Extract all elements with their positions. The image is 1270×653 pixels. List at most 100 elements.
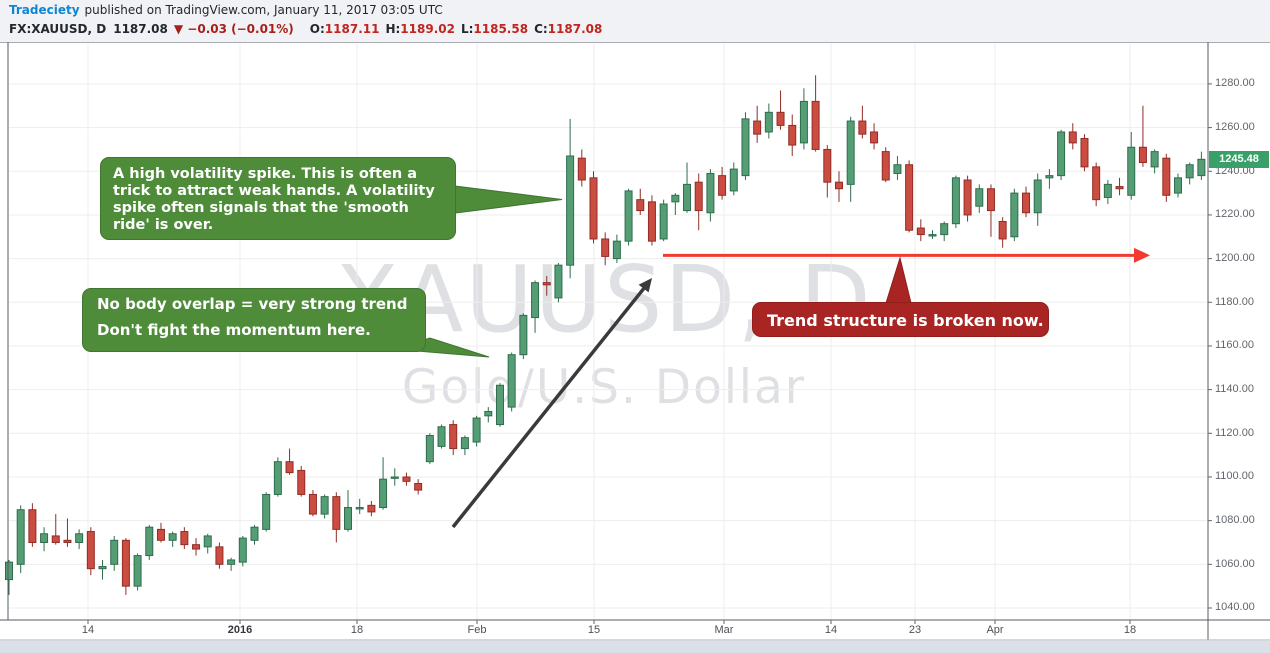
candle[interactable] <box>507 352 516 412</box>
candle[interactable] <box>741 112 750 181</box>
candle[interactable] <box>1174 173 1182 198</box>
candle[interactable] <box>344 490 353 532</box>
candle[interactable] <box>297 466 306 497</box>
candle[interactable] <box>893 155 902 181</box>
candle[interactable] <box>975 184 984 213</box>
candle[interactable] <box>472 415 481 447</box>
candle[interactable] <box>776 90 785 130</box>
candle[interactable] <box>1033 173 1042 226</box>
candle[interactable] <box>390 468 399 486</box>
symbol-name[interactable]: FX:XAUUSD, D <box>9 22 107 36</box>
candle[interactable] <box>75 529 84 550</box>
candle[interactable] <box>367 500 376 517</box>
brand-link[interactable]: Tradeciety <box>9 3 80 17</box>
candle[interactable] <box>192 538 201 556</box>
candle[interactable] <box>5 559 13 595</box>
candle[interactable] <box>460 435 469 456</box>
candle[interactable] <box>554 262 563 303</box>
candle[interactable] <box>905 160 914 233</box>
candle[interactable] <box>601 232 610 266</box>
candle[interactable] <box>86 527 95 576</box>
candle[interactable] <box>168 531 177 547</box>
candle[interactable] <box>916 219 925 242</box>
candle[interactable] <box>647 195 656 246</box>
candle[interactable] <box>63 518 72 547</box>
candle[interactable] <box>612 234 621 263</box>
candle[interactable] <box>1138 105 1147 167</box>
candle[interactable] <box>858 105 867 139</box>
candle[interactable] <box>449 420 458 456</box>
candle[interactable] <box>308 490 317 517</box>
candle[interactable] <box>51 514 60 545</box>
candle[interactable] <box>799 88 808 150</box>
candle[interactable] <box>1127 131 1136 200</box>
candle[interactable] <box>823 145 832 198</box>
candle[interactable] <box>659 199 668 242</box>
candle[interactable] <box>1185 162 1194 185</box>
candle[interactable] <box>273 457 282 497</box>
candle[interactable] <box>484 407 493 423</box>
candle[interactable] <box>998 217 1007 248</box>
candle[interactable] <box>986 184 995 237</box>
candle[interactable] <box>250 525 259 545</box>
candle[interactable] <box>495 383 504 427</box>
candle[interactable] <box>683 162 692 213</box>
candle[interactable] <box>180 527 189 550</box>
candle[interactable] <box>1162 153 1171 202</box>
candle[interactable] <box>881 147 890 183</box>
candle[interactable] <box>694 173 703 231</box>
candle[interactable] <box>1010 188 1019 242</box>
candle[interactable] <box>531 280 540 333</box>
candle[interactable] <box>437 424 446 449</box>
candle[interactable] <box>379 457 388 510</box>
candle[interactable] <box>951 175 960 229</box>
candle[interactable] <box>718 166 727 200</box>
candle[interactable] <box>1068 123 1077 150</box>
candle[interactable] <box>1197 151 1206 181</box>
candle[interactable] <box>238 535 247 567</box>
candle[interactable] <box>40 527 49 552</box>
candle[interactable] <box>940 221 949 242</box>
candle[interactable] <box>1080 134 1089 172</box>
candle[interactable] <box>706 169 715 222</box>
candle[interactable] <box>729 162 738 196</box>
candle[interactable] <box>402 472 411 486</box>
candle[interactable] <box>636 188 645 215</box>
candle[interactable] <box>542 276 551 296</box>
candle[interactable] <box>624 188 633 246</box>
candle[interactable] <box>203 533 212 554</box>
candle[interactable] <box>1150 149 1159 174</box>
candle[interactable] <box>811 75 820 152</box>
candle[interactable] <box>1092 162 1101 207</box>
candle[interactable] <box>589 171 598 244</box>
candle[interactable] <box>1022 186 1031 218</box>
candle[interactable] <box>1045 169 1054 189</box>
candle[interactable] <box>577 149 586 187</box>
callout-volatility-spike[interactable]: A high volatility spike. This is often a… <box>100 157 456 240</box>
candle[interactable] <box>1115 177 1124 196</box>
candle[interactable] <box>846 116 855 202</box>
candle[interactable] <box>425 433 434 464</box>
candles[interactable] <box>5 75 1206 595</box>
candle[interactable] <box>121 538 130 595</box>
candle[interactable] <box>671 193 680 215</box>
candle[interactable] <box>753 105 762 143</box>
candle[interactable] <box>764 103 773 139</box>
candle[interactable] <box>414 479 423 495</box>
candle[interactable] <box>16 505 25 574</box>
candle[interactable] <box>519 313 528 360</box>
candle[interactable] <box>1103 180 1112 205</box>
candle[interactable] <box>215 542 224 569</box>
candle[interactable] <box>156 522 165 543</box>
candle[interactable] <box>566 118 575 279</box>
callout-trend-broken[interactable]: Trend structure is broken now. <box>752 302 1049 337</box>
candle[interactable] <box>262 492 271 532</box>
candle[interactable] <box>963 175 972 222</box>
candle[interactable] <box>1057 129 1066 181</box>
momentum-arrow-line[interactable] <box>451 285 647 529</box>
candle[interactable] <box>133 553 142 591</box>
candle[interactable] <box>870 123 879 150</box>
candle[interactable] <box>788 114 797 156</box>
candle[interactable] <box>227 557 236 571</box>
candle[interactable] <box>928 230 937 239</box>
